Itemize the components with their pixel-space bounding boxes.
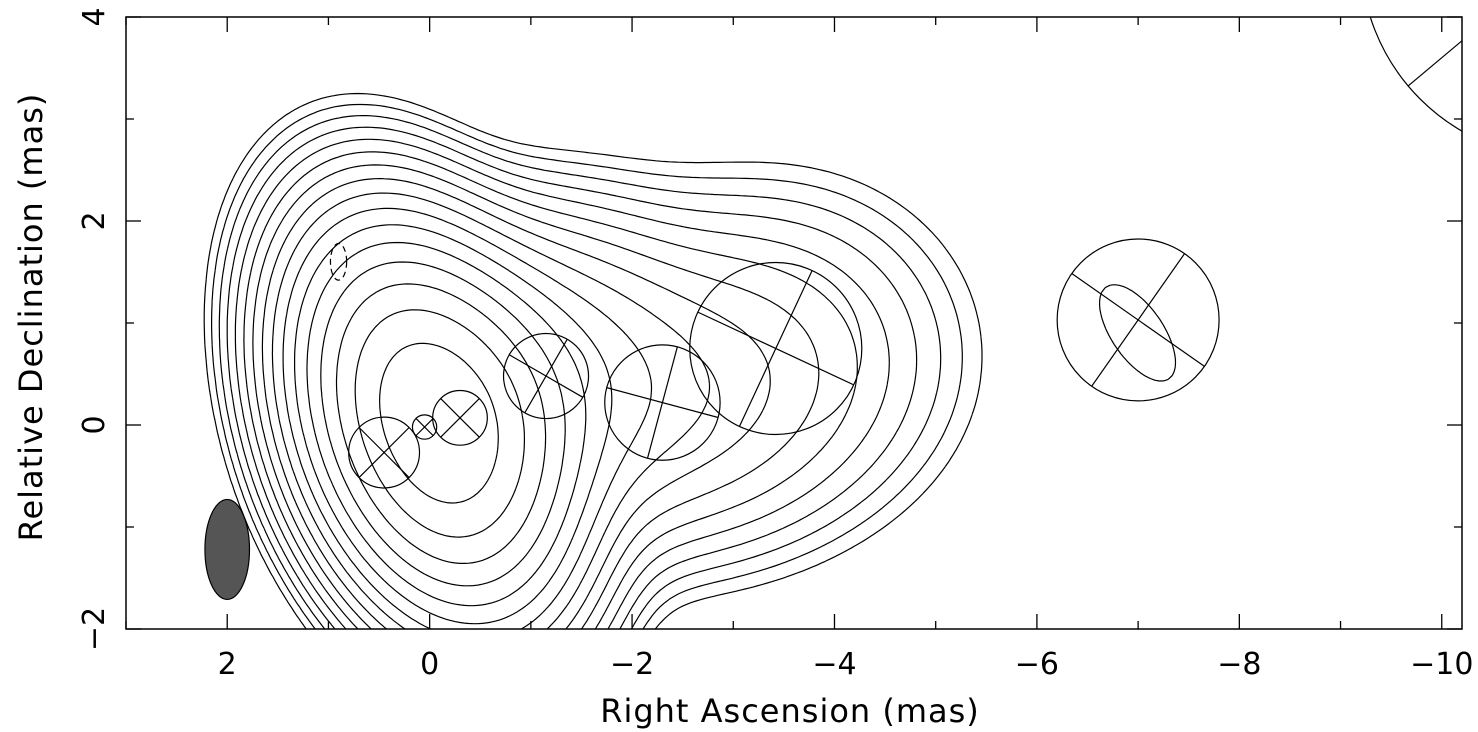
contour-level: [282, 207, 653, 629]
x-tick-labels: 2 0 −2 −4 −6 −8 −10: [218, 647, 1474, 682]
model-component: [689, 261, 863, 436]
y-axis-title: Relative Declination (mas): [12, 93, 50, 542]
component-minor-axis: [697, 311, 855, 386]
contour-level: [335, 283, 547, 564]
component-circle: [1369, 17, 1462, 132]
beam-ellipse: [204, 498, 251, 601]
component-circle: [348, 416, 421, 489]
x-tick-label: −10: [1410, 647, 1473, 682]
component-circle: [502, 332, 590, 420]
model-component: [348, 416, 421, 489]
beam-layer: [204, 498, 251, 601]
negative-contour: [329, 242, 348, 281]
gaussian-components: [348, 17, 1462, 489]
component-circle: [411, 414, 438, 440]
component-major-axis: [1407, 39, 1462, 87]
x-axis-title: Right Ascension (mas): [600, 692, 980, 730]
contour-level: [243, 151, 858, 629]
contour-level: [211, 103, 963, 629]
contour-level: [234, 138, 890, 629]
contour-level: [218, 115, 942, 629]
contour-level: [320, 261, 566, 587]
component-minor-axis: [440, 398, 480, 438]
x-tick-label: −2: [610, 647, 654, 682]
model-component: [1369, 17, 1462, 132]
model-component: [411, 414, 438, 440]
y-tick-label: −2: [77, 607, 112, 651]
contour-level: [252, 164, 820, 629]
model-component: [1056, 238, 1220, 402]
x-tick-label: −8: [1217, 647, 1261, 682]
component-minor-axis: [1071, 273, 1205, 367]
x-tick-label: 0: [420, 647, 439, 682]
contour-level: [271, 192, 711, 629]
x-tick-label: −4: [812, 647, 856, 682]
component-minor-axis: [415, 418, 434, 437]
axis-ticks: [125, 16, 1462, 630]
contour-level: [261, 178, 771, 629]
component-minor-axis: [358, 427, 410, 479]
component-circle: [604, 344, 721, 461]
contour-level: [306, 241, 587, 607]
x-tick-label: −6: [1015, 647, 1059, 682]
component-circle: [689, 261, 863, 436]
component-circle: [432, 389, 488, 446]
component-minor-axis: [606, 387, 719, 419]
contour-level: [226, 126, 918, 629]
x-tick-label: 2: [218, 647, 237, 682]
component-minor-axis: [508, 354, 584, 398]
y-tick-label: 0: [77, 415, 112, 434]
component-circle: [1056, 238, 1220, 402]
contour-level: [354, 309, 525, 538]
contour-level: [203, 92, 1177, 629]
y-tick-label: 2: [77, 211, 112, 230]
y-tick-labels: −2 0 2 4: [77, 7, 112, 651]
y-tick-label: 4: [77, 7, 112, 26]
model-component: [432, 389, 488, 446]
contour-lines: [203, 92, 1177, 629]
contour-level: [379, 342, 499, 504]
model-component: [604, 344, 721, 461]
model-component: [502, 332, 590, 420]
